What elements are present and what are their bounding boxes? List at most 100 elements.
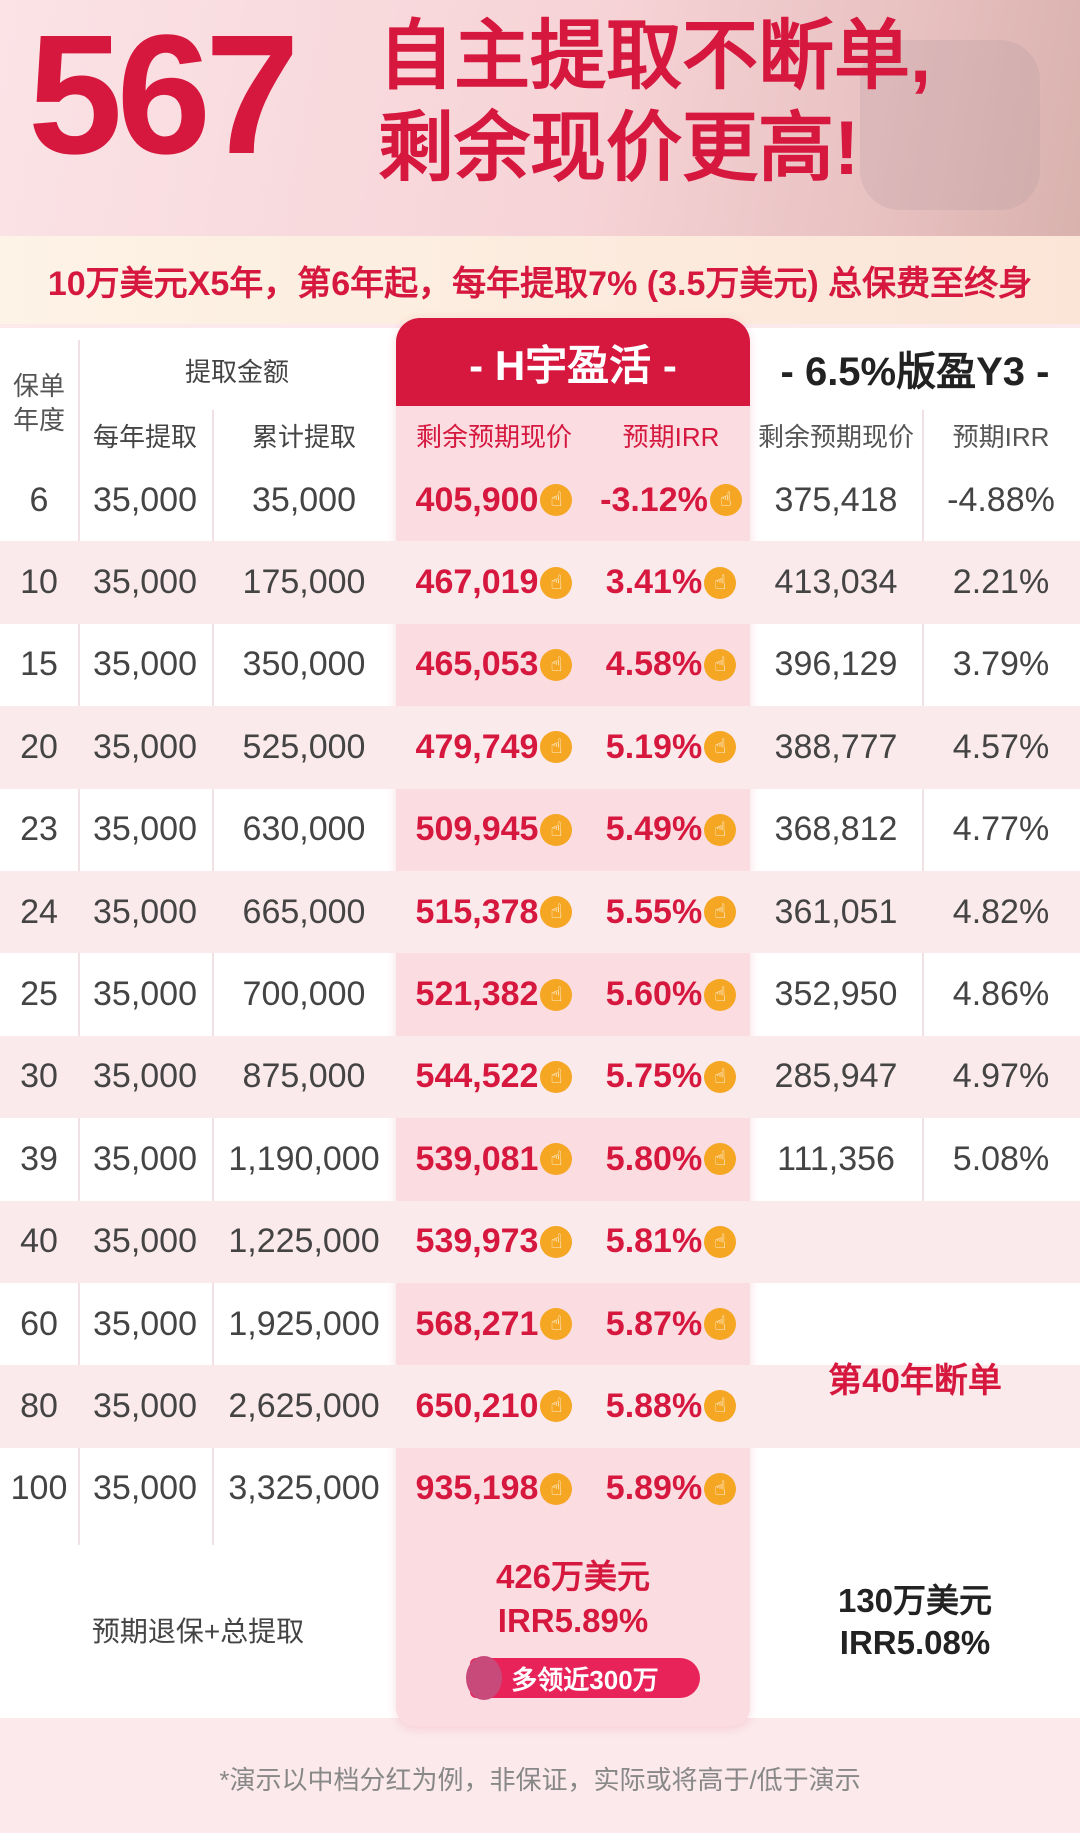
table-row: 20 35,000 525,000 479,749 ☝ 5.19% ☝ 388,777 4.57… xyxy=(0,706,1080,789)
cell-a-value-text: 544,522 xyxy=(415,1057,539,1096)
cell-annual-withdraw-text: 35,000 xyxy=(93,1139,197,1178)
product-a-summary-amount: 426万美元 xyxy=(495,1558,651,1595)
badge-decoration-icon xyxy=(466,1656,502,1700)
cell-cumulative-withdraw: 665,000 xyxy=(212,871,396,953)
cell-policy-year: 10 xyxy=(0,541,78,623)
cell-b-value-text: 361,051 xyxy=(774,892,898,931)
cell-cumulative-withdraw-text: 665,000 xyxy=(242,892,366,931)
cell-a-irr: -3.12% ☝ xyxy=(592,459,750,541)
cell-a-irr: 5.81% ☝ xyxy=(592,1201,750,1283)
product-a-summary-irr: IRR5.89% xyxy=(497,1602,649,1639)
cell-annual-withdraw-text: 35,000 xyxy=(93,727,197,766)
table-row: 39 35,000 1,190,000 539,081 ☝ 5.80% ☝ 111,356 5.… xyxy=(0,1118,1080,1200)
cell-cumulative-withdraw-text: 35,000 xyxy=(252,480,356,519)
cell-a-irr-text: 5.49% xyxy=(605,810,703,849)
thumbs-up-icon: ☝ xyxy=(540,978,573,1011)
cell-b-irr-text: 2.21% xyxy=(952,563,1050,602)
cell-b-irr: 5.08% xyxy=(922,1118,1080,1200)
hero-number: 567 xyxy=(28,0,300,190)
cell-a-value: 479,749 ☝ xyxy=(396,706,592,788)
product-b-summary: 130万美元 IRR5.08% xyxy=(750,1580,1080,1664)
thumbs-up-icon: ☝ xyxy=(704,978,737,1011)
cell-a-value: 544,522 ☝ xyxy=(396,1036,592,1118)
cell-b-value: 396,129 xyxy=(750,624,922,706)
cell-b-irr: -4.88% xyxy=(922,459,1080,541)
thumbs-up-icon: ☝ xyxy=(709,484,742,517)
cell-annual-withdraw-text: 35,000 xyxy=(93,563,197,602)
product-b-lapse-note: 第40年断单 xyxy=(828,1361,1002,1400)
cell-b-value: 368,812 xyxy=(750,789,922,871)
cell-a-irr-text: 3.41% xyxy=(605,563,703,602)
cell-b-irr-text: 5.08% xyxy=(952,1139,1050,1178)
cell-cumulative-withdraw: 1,225,000 xyxy=(212,1201,396,1283)
cell-annual-withdraw: 35,000 xyxy=(78,706,212,788)
cell-annual-withdraw: 35,000 xyxy=(78,459,212,541)
cell-policy-year: 25 xyxy=(0,953,78,1035)
thumbs-up-icon: ☝ xyxy=(540,813,573,846)
header-annual-withdraw: 每年提取 xyxy=(92,421,197,452)
cell-annual-withdraw-text: 35,000 xyxy=(93,1386,197,1425)
cell-policy-year: 40 xyxy=(0,1201,78,1283)
cell-a-value: 405,900 ☝ xyxy=(396,459,592,541)
cell-cumulative-withdraw: 350,000 xyxy=(212,624,396,706)
cell-b-value-text: 375,418 xyxy=(774,480,898,519)
cell-policy-year-text: 25 xyxy=(20,975,58,1014)
cell-annual-withdraw-text: 35,000 xyxy=(93,810,197,849)
cell-b-irr: 4.97% xyxy=(922,1036,1080,1118)
cell-policy-year-text: 30 xyxy=(20,1057,58,1096)
cell-annual-withdraw-text: 35,000 xyxy=(93,1304,197,1343)
header-a-irr: 预期IRR xyxy=(622,421,720,452)
hero-photo-decoration xyxy=(860,40,1040,210)
cell-annual-withdraw: 35,000 xyxy=(78,1036,212,1118)
plan-subtitle-bar: 10万美元X5年，第6年起，每年提取7% (3.5万美元) 总保费至终身 xyxy=(0,236,1080,324)
cell-a-value-text: 521,382 xyxy=(415,975,539,1014)
cell-a-irr: 5.55% ☝ xyxy=(592,871,750,953)
table-row: 6 35,000 35,000 405,900 ☝ -3.12% ☝ 375,418 -4.88… xyxy=(0,459,1080,541)
cell-cumulative-withdraw: 175,000 xyxy=(212,541,396,623)
cell-cumulative-withdraw: 35,000 xyxy=(212,459,396,541)
table-row: 40 35,000 1,225,000 539,973 ☝ 5.81% ☝ xyxy=(0,1200,1080,1284)
plan-subtitle: 10万美元X5年，第6年起，每年提取7% (3.5万美元) 总保费至终身 xyxy=(47,264,1033,303)
thumbs-up-icon: ☝ xyxy=(704,1225,737,1258)
cell-a-irr-text: -3.12% xyxy=(600,480,708,519)
cell-policy-year: 30 xyxy=(0,1036,78,1118)
cell-annual-withdraw-text: 35,000 xyxy=(93,975,197,1014)
cell-policy-year-text: 40 xyxy=(20,1222,58,1261)
cell-b-value: 361,051 xyxy=(750,871,922,953)
thumbs-up-icon: ☝ xyxy=(540,1143,573,1176)
cell-annual-withdraw-text: 35,000 xyxy=(93,892,197,931)
cell-cumulative-withdraw: 630,000 xyxy=(212,789,396,871)
cell-a-irr-text: 5.81% xyxy=(605,1222,703,1261)
cell-a-irr: 5.80% ☝ xyxy=(592,1118,750,1200)
cell-a-value: 515,378 ☝ xyxy=(396,871,592,953)
cell-b-irr: 4.82% xyxy=(922,871,1080,953)
cell-a-value: 568,271 ☝ xyxy=(396,1283,592,1365)
cell-cumulative-withdraw-text: 2,625,000 xyxy=(228,1386,380,1425)
cell-a-irr: 3.41% ☝ xyxy=(592,541,750,623)
cell-a-irr-text: 5.75% xyxy=(605,1057,703,1096)
cell-a-value: 539,081 ☝ xyxy=(396,1118,592,1200)
cell-a-irr-text: 5.89% xyxy=(605,1469,703,1508)
cell-b-irr-text: -4.88% xyxy=(947,480,1055,519)
cell-b-value: 413,034 xyxy=(750,541,922,623)
cell-cumulative-withdraw-text: 525,000 xyxy=(242,727,366,766)
cell-a-value-text: 539,081 xyxy=(415,1139,539,1178)
cell-policy-year: 24 xyxy=(0,871,78,953)
cell-a-irr-text: 5.55% xyxy=(605,892,703,931)
cell-policy-year: 6 xyxy=(0,459,78,541)
cell-a-value-text: 515,378 xyxy=(415,892,539,931)
cell-b-value: 375,418 xyxy=(750,459,922,541)
table-row: 10 35,000 175,000 467,019 ☝ 3.41% ☝ 413,034 2.21… xyxy=(0,541,1080,625)
cell-a-irr-text: 5.19% xyxy=(605,727,703,766)
cell-policy-year-text: 24 xyxy=(20,892,58,931)
cell-annual-withdraw: 35,000 xyxy=(78,541,212,623)
cell-cumulative-withdraw-text: 875,000 xyxy=(242,1057,366,1096)
cell-annual-withdraw-text: 35,000 xyxy=(93,1469,197,1508)
cell-policy-year: 60 xyxy=(0,1283,78,1365)
cell-a-irr: 5.75% ☝ xyxy=(592,1036,750,1118)
product-b-header: - 6.5%版盈Y3 - xyxy=(780,350,1050,394)
table-body: 6 35,000 35,000 405,900 ☝ -3.12% ☝ 375,418 -4.88… xyxy=(0,459,1080,1530)
cell-cumulative-withdraw: 875,000 xyxy=(212,1036,396,1118)
cell-policy-year-text: 23 xyxy=(20,810,58,849)
table-row: 60 35,000 1,925,000 568,271 ☝ 5.87% ☝ xyxy=(0,1283,1080,1365)
